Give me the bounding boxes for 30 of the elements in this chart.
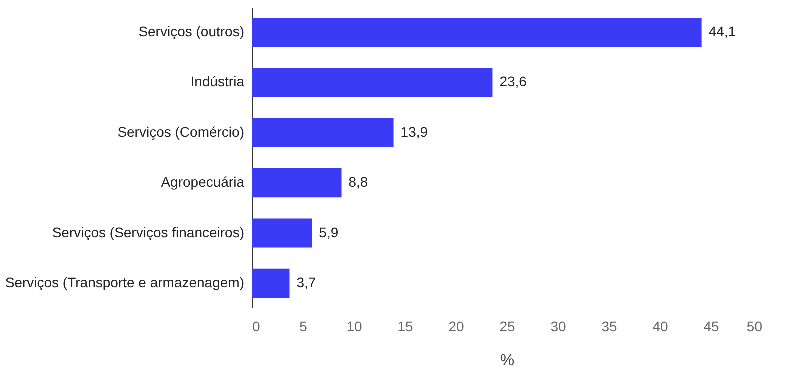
x-tick-label: 25: [500, 318, 516, 334]
y-tick-label: Serviços (Transporte e armazenagem): [5, 274, 244, 290]
bar: [252, 268, 290, 298]
y-tick-label: Agropecuária: [161, 174, 245, 190]
data-label: 23,6: [500, 74, 528, 90]
data-label: 5,9: [319, 224, 339, 240]
x-axis-title: %: [500, 352, 515, 370]
y-tick-label: Indústria: [190, 74, 245, 90]
x-tick-label: 50: [746, 318, 763, 334]
data-label: 13,9: [400, 124, 428, 140]
bar: [252, 68, 493, 98]
x-tick-label: 35: [602, 318, 618, 334]
x-tick-label: 10: [346, 318, 362, 334]
y-tick-label: Serviços (outros): [138, 24, 244, 40]
data-label: 44,1: [708, 24, 736, 40]
bar: [252, 18, 702, 48]
x-tick-label: 45: [704, 318, 720, 334]
bar: [252, 168, 342, 198]
x-tick-label: 20: [448, 318, 464, 334]
x-tick-label: 30: [550, 318, 566, 334]
x-tick-label: 0: [252, 318, 260, 334]
bar: [252, 118, 394, 148]
y-tick-label: Serviços (Serviços financeiros): [52, 224, 244, 240]
data-label: 3,7: [296, 274, 316, 290]
x-tick-label: 40: [652, 318, 668, 334]
data-label: 8,8: [348, 174, 368, 190]
bar: [252, 218, 312, 248]
x-tick-label: 5: [300, 318, 308, 334]
x-tick-label: 15: [398, 318, 414, 334]
y-tick-label: Serviços (Comércio): [118, 124, 244, 140]
